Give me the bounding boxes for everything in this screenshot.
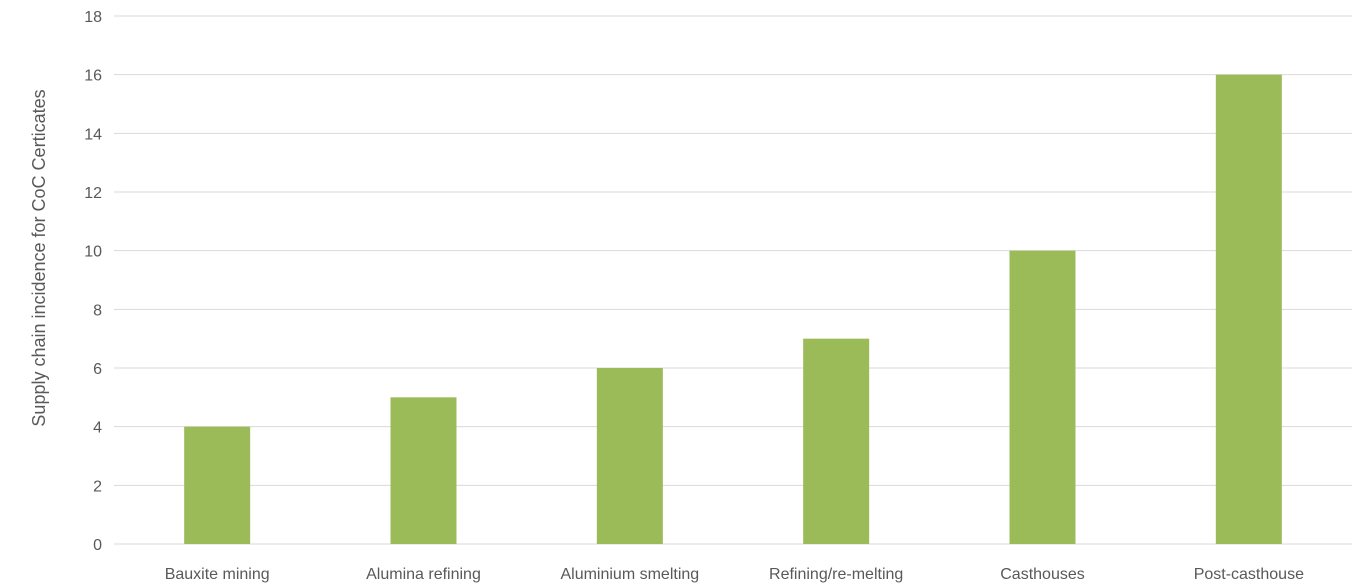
y-tick-label: 6 [93, 361, 102, 378]
gridlines [114, 15, 1352, 545]
x-tick-label: Aluminium smelting [560, 566, 699, 583]
bars [184, 74, 1282, 545]
bar [184, 426, 251, 544]
y-axis-ticks: 0 2 4 6 8 10 12 14 16 18 [84, 9, 102, 554]
y-tick-label: 0 [93, 537, 102, 554]
y-tick-label: 16 [84, 68, 102, 85]
y-tick-label: 8 [93, 302, 102, 319]
y-tick-label: 12 [84, 185, 102, 202]
y-tick-label: 4 [93, 420, 102, 437]
bar [1215, 74, 1282, 545]
bar [596, 368, 663, 544]
y-tick-label: 10 [84, 244, 102, 261]
bar [1009, 250, 1076, 544]
bar [803, 338, 870, 544]
y-tick-label: 2 [93, 478, 102, 495]
x-tick-label: Bauxite mining [165, 566, 270, 583]
x-tick-label: Casthouses [1000, 566, 1085, 583]
y-tick-label: 18 [84, 9, 102, 26]
bar [390, 397, 457, 544]
x-tick-label: Alumina refining [366, 566, 481, 583]
y-tick-label: 14 [84, 126, 102, 143]
x-tick-label: Post-casthouse [1194, 566, 1304, 583]
y-axis-title: Supply chain incidence for CoC Certicate… [29, 89, 49, 426]
x-tick-label: Refining/re-melting [769, 566, 903, 583]
x-axis-ticks: Bauxite mining Alumina refining Aluminium … [165, 566, 1304, 583]
